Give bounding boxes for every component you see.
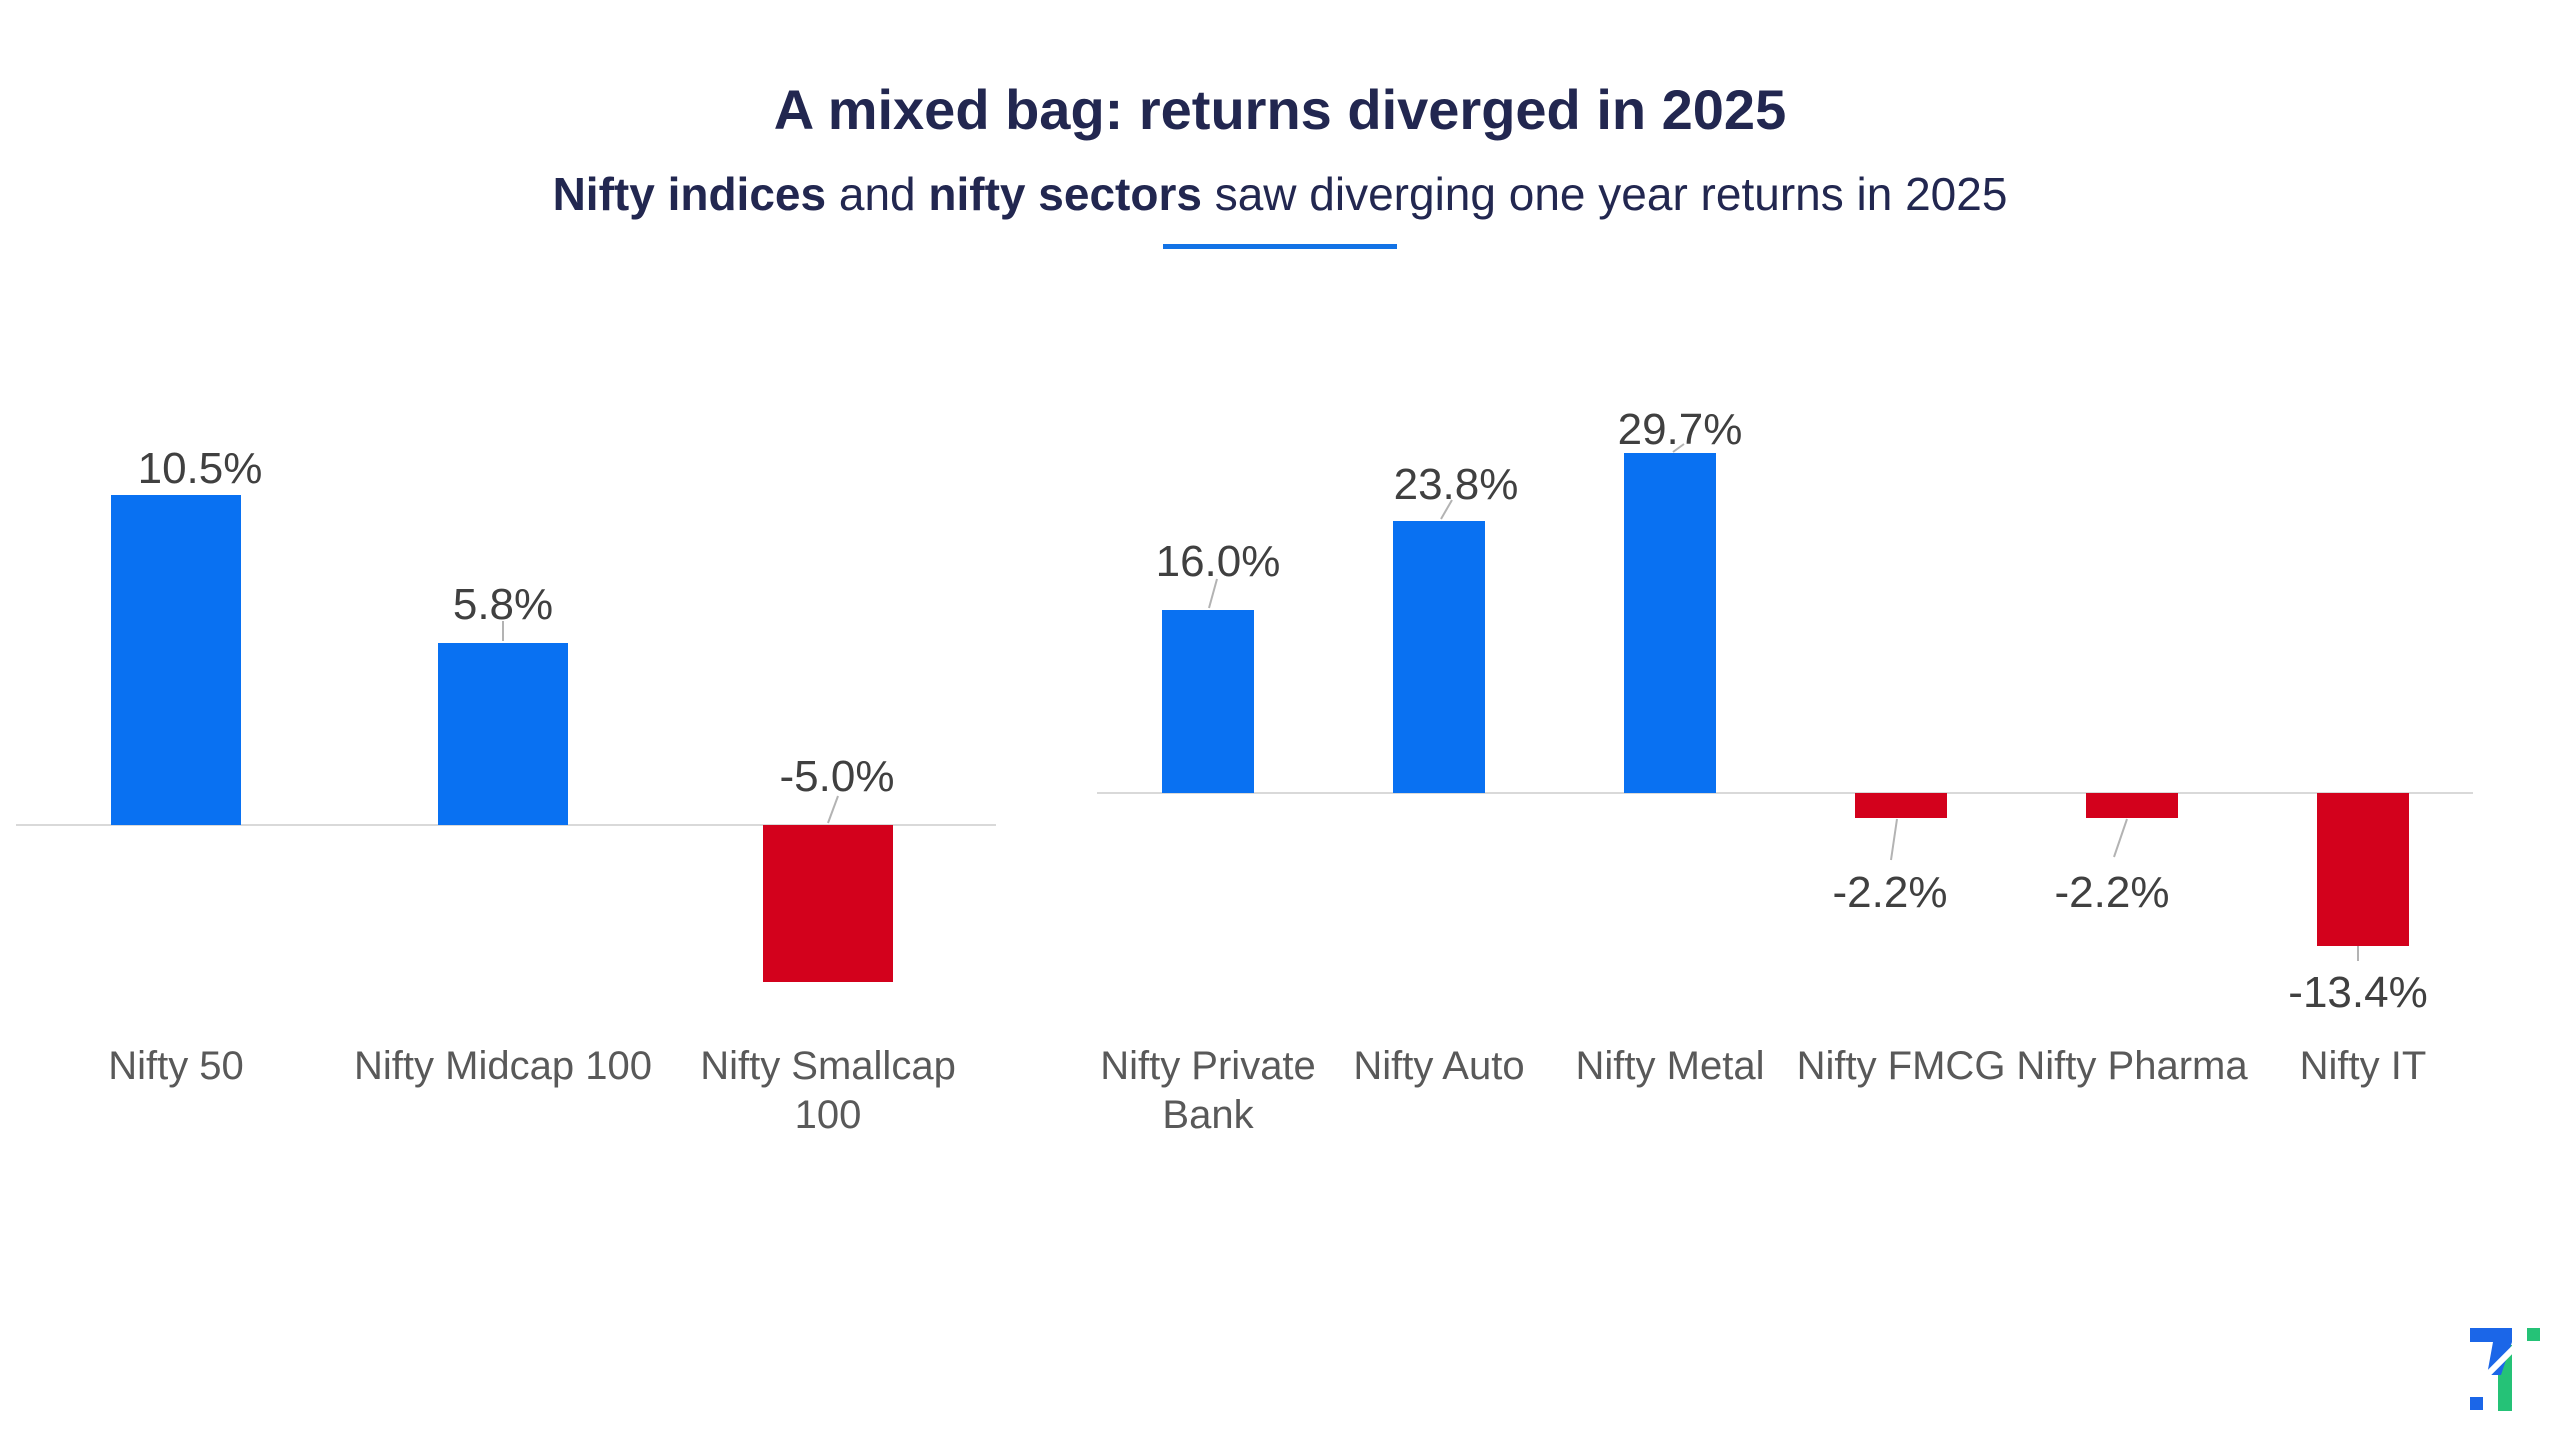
category-label: Nifty Metal [1575, 1044, 1765, 1088]
value-label: 29.7% [1617, 405, 1743, 454]
logo-blue-dot [2470, 1397, 2483, 1410]
category-label: Nifty Auto [1353, 1044, 1525, 1088]
leader-line [2113, 818, 2128, 858]
leader-line [1890, 818, 1898, 861]
bar-nifty-midcap-100 [438, 643, 568, 825]
category-label: Nifty Smallcap 100 [700, 1044, 956, 1137]
logo-green-dot [2527, 1328, 2540, 1341]
value-label: -2.2% [1832, 868, 1948, 917]
bar-nifty-it [2317, 793, 2409, 946]
subtitle-segment-and: and [826, 168, 929, 220]
bar-nifty-private-bank [1162, 610, 1254, 793]
category-label: Nifty Private Bank [1100, 1044, 1316, 1137]
value-label: -2.2% [2054, 868, 2170, 917]
indices-chart-axis-line [16, 824, 996, 826]
category-label: Nifty 50 [108, 1044, 244, 1088]
value-label: 5.8% [452, 580, 554, 629]
value-label: -13.4% [2288, 968, 2428, 1017]
subtitle-segment-nifty-sectors: nifty sectors [928, 168, 1202, 220]
bar-nifty-metal [1624, 453, 1716, 793]
page-title: A mixed bag: returns diverged in 2025 [773, 78, 1787, 141]
page-subtitle: Nifty indices and nifty sectors saw dive… [0, 168, 2560, 221]
category-label: Nifty FMCG [1796, 1044, 2006, 1088]
subtitle-segment-rest: saw diverging one year returns in 2025 [1201, 168, 2008, 220]
brand-logo [2470, 1328, 2540, 1411]
bar-nifty-pharma [2086, 793, 2178, 818]
value-label: -5.0% [779, 752, 895, 801]
sectors-chart-axis-line [1097, 792, 2473, 794]
bar-nifty-auto [1393, 521, 1485, 793]
value-label: 10.5% [137, 444, 263, 493]
bar-nifty-50 [111, 495, 241, 825]
value-label: 23.8% [1393, 460, 1519, 509]
logo-white-slash [2477, 1341, 2521, 1385]
category-label: Nifty Pharma [2016, 1044, 2248, 1088]
bar-nifty-fmcg [1855, 793, 1947, 818]
subtitle-accent-underline [1163, 244, 1397, 249]
bar-nifty-smallcap-100 [763, 825, 893, 982]
category-label: Nifty Midcap 100 [354, 1044, 652, 1088]
subtitle-segment-nifty-indices: Nifty indices [552, 168, 827, 220]
category-label: Nifty IT [2299, 1044, 2427, 1088]
value-label: 16.0% [1155, 537, 1281, 586]
